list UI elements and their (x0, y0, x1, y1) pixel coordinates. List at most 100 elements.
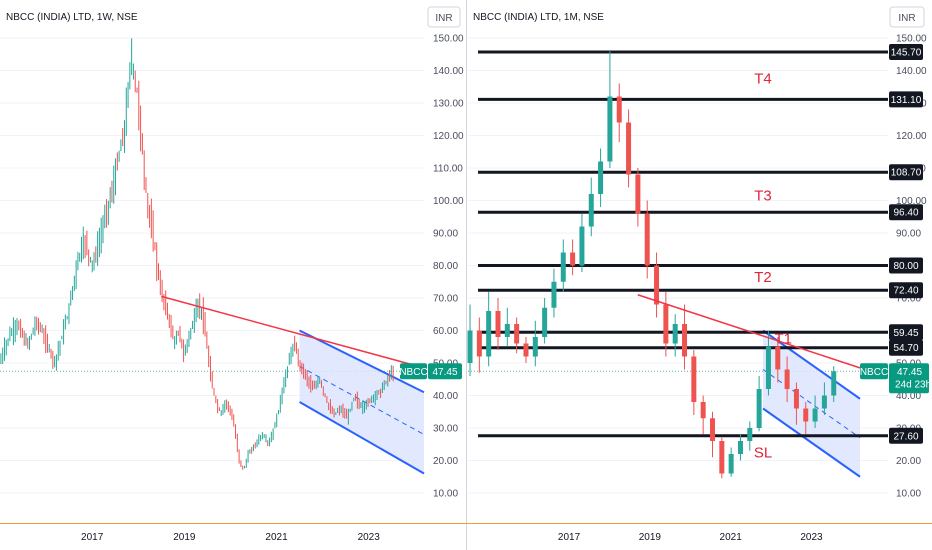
monthly-x-tick-label: 2023 (800, 532, 823, 543)
monthly-candle-body (765, 346, 771, 389)
monthly-level-label: 80.00 (893, 261, 918, 272)
monthly-candle-body (691, 356, 697, 402)
monthly-zone-label: T4 (754, 71, 772, 88)
weekly-symbol-label: NBCC (399, 367, 427, 378)
monthly-level-label: 131.10 (891, 95, 922, 106)
monthly-candle-body (654, 265, 660, 305)
monthly-candle-body (682, 324, 688, 357)
monthly-candle-body (793, 389, 799, 409)
weekly-last-price: 47.45 (432, 367, 457, 378)
monthly-candle-body (644, 213, 650, 266)
monthly-candle-body (784, 369, 790, 389)
weekly-x-tick-label: 2021 (265, 532, 288, 543)
monthly-trendline (637, 294, 861, 369)
monthly-level-badge (889, 427, 923, 444)
monthly-level-badge (889, 324, 923, 341)
monthly-level-badge (889, 43, 923, 60)
monthly-x-tick-label: 2017 (558, 532, 581, 543)
monthly-level-label: 96.40 (893, 208, 918, 219)
weekly-y-tick-label: 110.00 (433, 164, 463, 175)
monthly-candle-body (588, 194, 594, 227)
weekly-channel-mid (299, 365, 425, 435)
monthly-candle-body (728, 454, 734, 474)
monthly-level-badge (889, 91, 923, 108)
weekly-y-tick-label: 30.00 (433, 424, 458, 435)
weekly-y-tick-label: 140.00 (433, 66, 464, 77)
monthly-channel-lower (762, 407, 861, 478)
monthly-y-tick-label: 140.00 (896, 66, 927, 77)
monthly-y-tick-label: 70.00 (896, 294, 921, 305)
monthly-level-badge (889, 204, 923, 221)
monthly-candle-body (579, 226, 585, 266)
monthly-candle-body (700, 402, 706, 419)
monthly-candle-body (542, 307, 548, 337)
weekly-currency-box[interactable] (427, 6, 461, 28)
monthly-level-badge (889, 282, 923, 299)
monthly-zone-label: T3 (754, 188, 772, 205)
weekly-currency-label: INR (435, 13, 452, 24)
weekly-y-tick-label: 130.00 (433, 99, 464, 110)
weekly-y-tick-label: 100.00 (433, 196, 464, 207)
monthly-candle-body (672, 324, 678, 344)
monthly-chart-title: NBCC (INDIA) LTD, 1M, NSE (473, 12, 604, 23)
weekly-channel-lower (299, 401, 425, 475)
monthly-level-label: 108.70 (891, 168, 922, 179)
monthly-candle-body (812, 408, 818, 422)
monthly-currency-box[interactable] (889, 6, 925, 28)
monthly-candle-body (570, 252, 576, 266)
monthly-candle-body (821, 395, 827, 409)
monthly-level-label: 59.45 (893, 328, 918, 339)
monthly-level-label: 27.60 (893, 431, 918, 442)
monthly-candle-body (523, 343, 529, 357)
weekly-y-tick-label: 70.00 (433, 294, 458, 305)
monthly-candle-body (495, 311, 501, 337)
monthly-level-label: 54.70 (893, 343, 918, 354)
monthly-y-tick-label: 40.00 (896, 391, 921, 402)
monthly-level-label: 145.70 (891, 47, 922, 58)
monthly-zone-label: T2 (754, 269, 772, 286)
monthly-level-badge (889, 164, 923, 181)
monthly-candle-body (598, 161, 604, 194)
weekly-x-tick-label: 2023 (358, 532, 381, 543)
monthly-candle-body (560, 252, 566, 282)
monthly-candle-body (775, 346, 781, 370)
monthly-x-tick-label: 2021 (720, 532, 743, 543)
monthly-candle-body (504, 324, 510, 337)
weekly-chart-title: NBCC (INDIA) LTD, 1W, NSE (6, 12, 138, 23)
monthly-candle-body (607, 96, 613, 162)
weekly-y-tick-label: 150.00 (433, 34, 464, 45)
weekly-channel-fill (299, 330, 424, 474)
monthly-zone-label: T1 (774, 331, 792, 348)
monthly-candle-body (476, 330, 482, 357)
monthly-currency-label: INR (898, 13, 915, 24)
weekly-y-tick-label: 40.00 (433, 391, 458, 402)
monthly-x-tick-label: 2019 (639, 532, 662, 543)
monthly-y-tick-label: 20.00 (896, 456, 921, 467)
monthly-countdown: 24d 23h (895, 379, 931, 390)
weekly-channel-upper (299, 329, 425, 394)
monthly-candle-body (663, 304, 669, 344)
monthly-last-price: 47.45 (897, 367, 922, 378)
monthly-candle-body (532, 337, 538, 357)
monthly-candle-body (551, 281, 557, 308)
monthly-y-tick-label: 10.00 (896, 489, 921, 500)
monthly-channel-mid (762, 369, 861, 439)
weekly-x-tick-label: 2019 (173, 532, 196, 543)
weekly-chart-panel: 150.00 140.00 130.00 120.00 110.00 100.00 90.0… (0, 0, 466, 524)
monthly-y-tick-label: 120.00 (896, 131, 927, 142)
monthly-zone-label: SL (754, 444, 772, 461)
monthly-candle-body (486, 311, 492, 357)
monthly-level-label: 72.40 (893, 286, 918, 297)
monthly-candle-body (756, 389, 762, 428)
monthly-candle-body (626, 122, 632, 175)
weekly-y-tick-label: 20.00 (433, 456, 458, 467)
monthly-candle-body (747, 428, 753, 441)
monthly-candle-body (803, 408, 809, 422)
weekly-y-tick-label: 80.00 (433, 261, 458, 272)
monthly-level-badge (889, 339, 923, 356)
weekly-y-tick-label: 10.00 (433, 489, 458, 500)
weekly-y-tick-label: 90.00 (433, 229, 458, 240)
monthly-y-tick-label: 100.00 (896, 196, 927, 207)
